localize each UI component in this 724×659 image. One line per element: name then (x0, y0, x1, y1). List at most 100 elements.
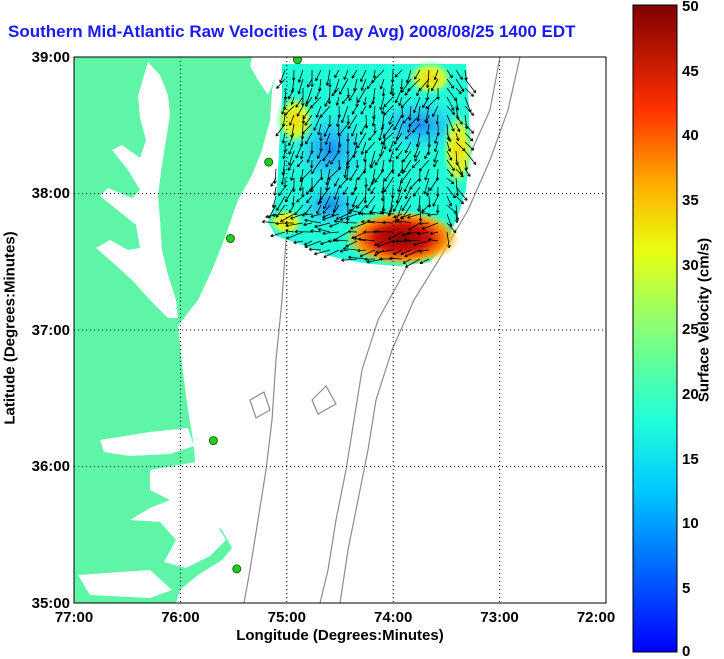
velocity-arrow (357, 87, 367, 103)
velocity-arrow (455, 195, 464, 205)
velocity-arrow (310, 69, 314, 87)
x-tick: 77:00 (55, 609, 93, 626)
velocity-arrow (446, 195, 453, 207)
velocity-arrow (313, 249, 331, 256)
velocity-arrow (389, 256, 403, 261)
velocity-arrow (365, 195, 376, 209)
velocity-arrow (310, 213, 322, 218)
velocity-arrow (317, 123, 322, 136)
colorbar-tick: 35 (682, 192, 699, 209)
velocity-arrow (261, 219, 277, 224)
velocity-arrow (360, 123, 367, 135)
velocity-arrow (323, 195, 331, 210)
velocity-arrow (433, 69, 439, 81)
colorbar-tick: 10 (682, 515, 699, 532)
velocity-arrow (329, 222, 340, 228)
velocity-arrow (427, 237, 439, 242)
velocity-arrow (402, 159, 412, 173)
delaware-bay (250, 57, 278, 95)
velocity-arrow (315, 105, 322, 118)
velocity-arrow (393, 249, 403, 255)
y-axis: 39:00 38:00 37:00 36:00 35:00 (32, 49, 70, 612)
velocity-arrow (379, 78, 385, 90)
velocity-arrow (306, 150, 313, 163)
velocity-arrow (360, 141, 367, 155)
velocity-arrow (347, 114, 358, 130)
velocity-arrow (297, 69, 304, 83)
velocity-arrow (346, 114, 351, 125)
velocity-arrow (363, 150, 367, 163)
velocity-arrow (276, 78, 286, 89)
velocity-arrow (413, 240, 430, 247)
velocity-arrow (401, 195, 412, 212)
velocity-arrow (327, 87, 332, 105)
velocity-arrow (435, 114, 439, 125)
velocity-arrow (464, 141, 475, 151)
velocity-arrow (325, 69, 331, 86)
velocity-arrow (363, 186, 368, 204)
velocity-arrow (341, 258, 358, 262)
velocity-arrow (455, 186, 468, 201)
velocity-arrow (446, 213, 453, 227)
velocity-arrow (317, 150, 322, 159)
velocity-arrow (311, 159, 322, 175)
velocity-arrow (411, 159, 421, 169)
velocity-arrow (383, 177, 394, 193)
y-axis-label: Latitude (Degrees:Minutes) (1, 231, 19, 425)
velocity-arrow (339, 213, 358, 221)
velocity-arrow (446, 132, 452, 143)
velocity-arrow (407, 213, 421, 219)
velocity-arrow (281, 132, 286, 144)
velocity-arrow (378, 123, 385, 141)
velocity-arrow (290, 213, 304, 220)
velocity-arrow (301, 123, 313, 135)
velocity-arrow (397, 177, 403, 193)
velocity-arrow (395, 150, 403, 160)
velocity-arrow (446, 96, 455, 111)
colorbar-tick: 45 (682, 63, 699, 80)
velocity-arrow (384, 168, 394, 182)
velocity-arrow (343, 159, 349, 178)
map-title: Southern Mid-Atlantic Raw Velocities (1 … (8, 22, 576, 41)
velocity-arrow (400, 213, 412, 220)
colorbar-label: Surface Velocity (cm/s) (695, 237, 713, 403)
velocity-arrow (351, 69, 358, 79)
velocity-arrow (296, 159, 304, 168)
velocity-arrow (405, 132, 412, 140)
velocity-arrow (408, 105, 412, 121)
velocity-arrow (388, 141, 394, 153)
velocity-arrow (407, 222, 421, 231)
velocity-arrow (357, 237, 376, 242)
velocity-arrow (316, 204, 322, 215)
velocity-arrow (446, 168, 454, 177)
velocity-arrow (346, 87, 351, 98)
velocity-arrow (421, 222, 439, 230)
velocity-arrow (446, 78, 455, 89)
velocity-arrow (325, 177, 331, 191)
velocity-arrow (368, 132, 376, 141)
velocity-arrow (374, 168, 385, 183)
y-tick: 36:00 (32, 458, 70, 475)
velocity-arrow (363, 230, 376, 234)
velocity-arrow (322, 204, 331, 214)
colorbar-tick: 20 (682, 386, 699, 403)
velocity-arrow (296, 195, 304, 203)
velocity-arrow (455, 87, 462, 95)
velocity-arrow (351, 186, 358, 196)
velocity-arrow (349, 208, 367, 215)
velocity-arrow (301, 213, 313, 217)
velocity-arrow (446, 186, 456, 199)
velocity-arrow (343, 69, 349, 80)
velocity-arrow (368, 96, 376, 109)
velocity-arrow (346, 132, 350, 143)
velocity-arrow (446, 141, 452, 152)
velocity-arrow (394, 69, 403, 78)
velocity-arrow (406, 231, 421, 236)
velocity-arrow (446, 69, 453, 79)
velocity-arrow (400, 96, 412, 109)
velocity-arrow (401, 78, 412, 93)
velocity-arrow (308, 247, 322, 252)
y-tick: 39:00 (32, 49, 70, 66)
velocity-arrow (322, 231, 340, 236)
